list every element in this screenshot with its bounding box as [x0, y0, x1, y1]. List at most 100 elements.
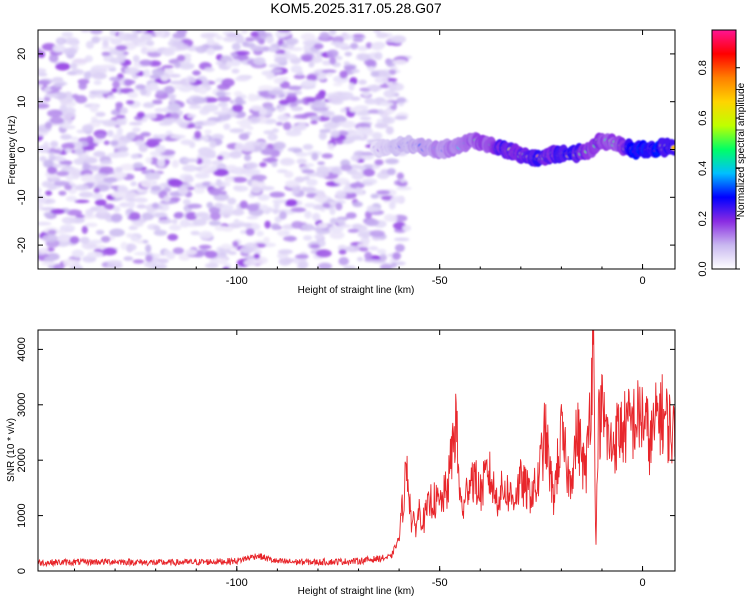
heatmap-cell — [109, 228, 125, 237]
heatmap-cell — [388, 69, 397, 75]
heatmap-cell — [70, 63, 78, 70]
heatmap-cell — [47, 229, 57, 235]
heatmap-cell — [312, 99, 327, 109]
heatmap-cell — [309, 244, 320, 249]
heatmap-cell — [145, 47, 158, 53]
heatmap-cell — [287, 102, 298, 108]
heatmap-cell — [61, 236, 71, 242]
heatmap-cell — [53, 80, 66, 84]
heatmap-cell — [94, 90, 110, 94]
heatmap-cell — [300, 33, 316, 41]
heatmap-cell — [238, 133, 250, 141]
heatmap-cell — [132, 55, 140, 63]
heatmap-cell — [234, 50, 250, 56]
heatmap-cell — [209, 211, 221, 221]
heatmap-cell — [107, 152, 122, 159]
heatmap-cell — [38, 197, 47, 204]
heatmap-cell — [272, 141, 286, 150]
heatmap-cell — [215, 35, 223, 40]
heatmap-cell — [74, 199, 90, 204]
heatmap-cell — [293, 74, 306, 80]
heatmap-cell — [75, 69, 85, 75]
heatmap-cell — [85, 222, 98, 228]
heatmap-cell — [283, 121, 292, 131]
heatmap-cell — [204, 250, 218, 259]
heatmap-cell — [381, 116, 396, 125]
heatmap-cell — [207, 149, 216, 158]
heatmap-cell — [352, 33, 365, 38]
heatmap-cell — [93, 138, 104, 144]
heatmap-cell — [368, 246, 379, 251]
heatmap-cell — [227, 197, 237, 205]
heatmap-cell — [317, 161, 325, 165]
heatmap-cell — [98, 166, 114, 173]
heatmap-cell — [260, 186, 275, 191]
heatmap-cell — [331, 115, 347, 124]
colorbar-tick-label: 0.4 — [697, 161, 709, 176]
heatmap-cell — [218, 257, 228, 265]
heatmap-cell — [234, 35, 245, 44]
spectrogram-xlabel: Height of straight line (km) — [298, 285, 415, 296]
heatmap-cell — [290, 106, 304, 112]
heatmap-cell — [140, 179, 154, 188]
heatmap-cell — [127, 200, 136, 209]
heatmap-cell — [321, 153, 334, 159]
heatmap-cell — [256, 30, 265, 34]
heatmap-cell — [202, 120, 217, 126]
snr-background — [38, 330, 675, 571]
heatmap-cell — [240, 144, 255, 152]
heatmap-cell — [225, 60, 233, 68]
heatmap-cell — [365, 42, 373, 49]
heatmap-cell — [290, 207, 307, 213]
heatmap-cell — [360, 236, 370, 245]
heatmap-cell — [96, 207, 108, 214]
heatmap-cell — [129, 212, 141, 220]
heatmap-cell — [269, 191, 286, 198]
heatmap-cell — [376, 248, 387, 255]
signal-track — [369, 132, 675, 167]
heatmap-cell — [66, 209, 83, 216]
heatmap-cell — [126, 244, 133, 253]
heatmap-cell — [352, 38, 364, 43]
heatmap-cell — [216, 254, 228, 259]
heatmap-cell — [379, 101, 394, 107]
heatmap-cell — [250, 31, 259, 38]
heatmap-cell — [234, 96, 243, 105]
heatmap-cell — [53, 263, 64, 269]
heatmap-cell — [375, 32, 389, 39]
heatmap-cell — [124, 79, 132, 87]
heatmap-cell — [187, 203, 202, 209]
heatmap-cell — [44, 93, 59, 98]
heatmap-cell — [63, 47, 78, 56]
heatmap-cell — [91, 36, 101, 44]
heatmap-cell — [321, 110, 335, 118]
heatmap-cell — [231, 68, 240, 74]
heatmap-cell — [221, 78, 235, 87]
snr-ticks: -100 -50 0 0 1000 2000 3000 4000 — [16, 330, 675, 589]
heatmap-cell — [166, 251, 176, 260]
heatmap-cell — [208, 206, 221, 214]
heatmap-cell — [214, 202, 223, 209]
heatmap-cell — [215, 91, 226, 98]
heatmap-cell — [308, 61, 315, 68]
heatmap-cell — [345, 212, 357, 219]
heatmap-cell — [206, 37, 215, 46]
heatmap-cell — [373, 30, 381, 34]
heatmap-cell — [347, 228, 359, 233]
heatmap-cell — [246, 215, 259, 220]
colorbar-tick-label: 0.6 — [697, 110, 709, 125]
heatmap-cell — [267, 89, 284, 96]
heatmap-cell — [158, 258, 169, 264]
heatmap-cell — [224, 178, 235, 183]
heatmap-cell — [289, 47, 303, 51]
heatmap-cell — [396, 97, 407, 103]
heatmap-cell — [190, 230, 200, 236]
heatmap-cell — [277, 114, 290, 122]
heatmap-cell — [155, 145, 166, 154]
heatmap-cell — [297, 260, 309, 269]
heatmap-cell — [239, 168, 251, 174]
heatmap-cell — [74, 147, 84, 156]
heatmap-cell — [94, 199, 107, 207]
heatmap-cell — [81, 225, 88, 234]
heatmap-cell — [357, 243, 370, 248]
